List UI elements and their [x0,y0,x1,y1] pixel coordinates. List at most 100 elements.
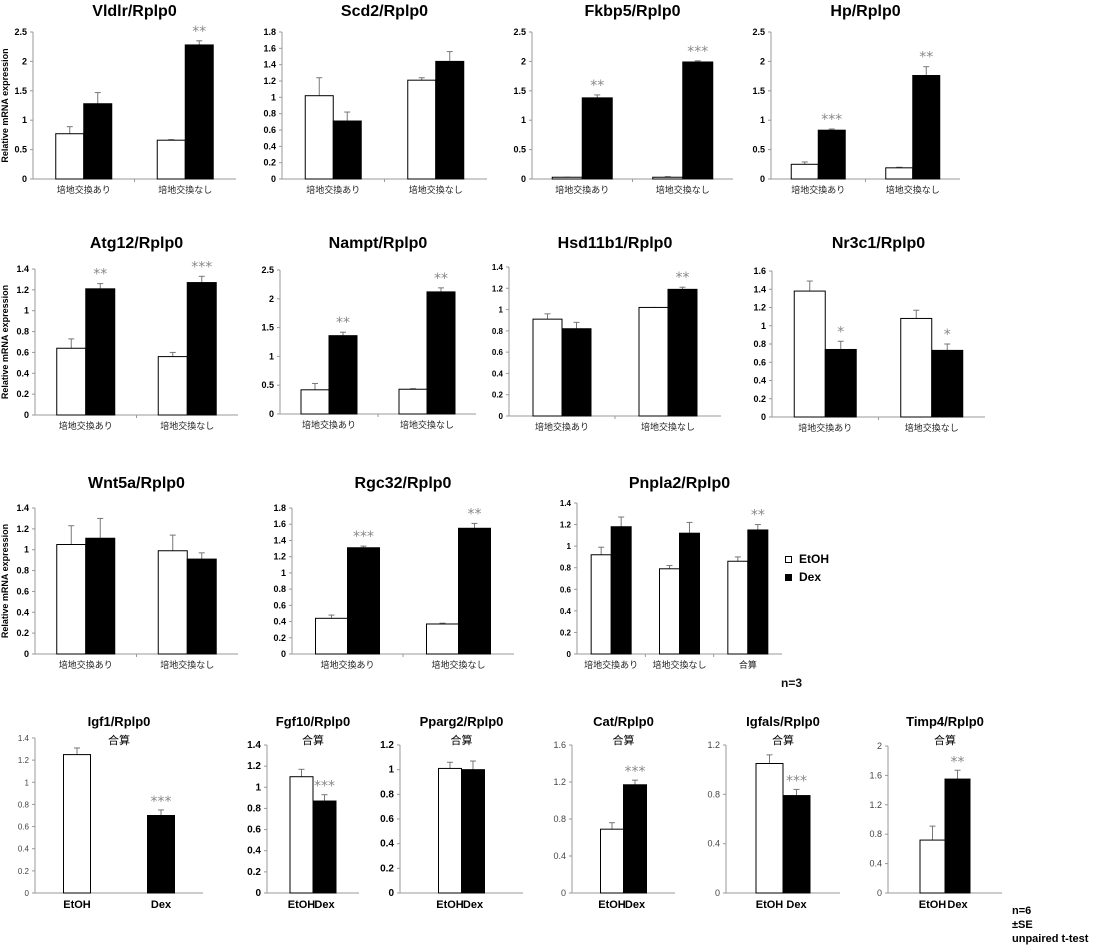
significance-marker: *** [151,794,172,810]
x-tick-label: EtOH [598,899,626,911]
chart-subtitle: 合算 [613,733,635,747]
bar-dex [461,769,485,894]
y-tick-label: 0.4 [273,617,286,627]
y-tick-label: 0.8 [553,814,566,824]
y-tick-label: 0.6 [263,125,276,135]
x-tick-label: 培地交換なし [652,659,706,671]
significance-marker: ** [951,754,965,770]
bar-dex [328,335,358,415]
y-tick-label: 1 [22,115,27,125]
y-tick-label: 1.2 [553,777,566,787]
chart-subtitle: 合算 [302,733,324,747]
significance-marker: ** [468,506,482,522]
sample-size-n6: n=6 [1012,905,1032,917]
bar-etoh [755,763,784,894]
significance-marker: ** [336,315,350,331]
chart-nampt-rplp0: Nampt/Rplp0 0 0.5 1 1.5 2 2.5 ** 培地交換あり ** 培地交換なし [261,235,476,431]
significance-marker: ** [919,50,933,66]
x-tick-label: 培地交換なし [886,184,940,196]
y-tick-label: 0 [760,174,765,184]
x-tick-label: 培地交換なし [160,659,214,671]
y-tick-label: 0.4 [263,141,276,151]
y-tick-label: 1 [281,568,286,578]
y-tick-label: 0.5 [14,145,27,155]
y-tick-label: 0 [22,174,27,184]
bar-etoh [315,617,348,655]
x-tick-label: EtOH [288,899,316,911]
y-tick-label: 1.8 [263,27,276,37]
bar-dex [679,532,700,655]
bar-dex [561,328,592,417]
y-tick-label: 1.5 [752,86,765,96]
significance-marker: ** [434,271,448,287]
bar-dex [83,103,113,180]
bar-etoh [63,754,91,894]
y-tick-label: 0 [715,888,720,898]
bar-etoh [900,317,933,418]
bar-etoh [600,828,624,894]
y-tick-label: 0.6 [753,357,766,367]
significance-marker: ** [93,267,107,283]
x-tick-label: Dex [151,899,172,911]
chart-wnt5a-rplp0: Wnt5a/Rplp0 Relative mRNA expression 0 0.2 0… [0,475,238,671]
y-tick-label: 0.8 [380,789,394,800]
y-tick-label: 2.5 [513,27,526,37]
y-tick-label: 1.2 [753,303,766,313]
chart-subtitle: 合算 [108,733,130,747]
chart-title: Rgc32/Rplp0 [355,475,452,492]
significance-marker: * [837,324,844,340]
y-tick-label: 1.2 [16,285,29,295]
y-tick-label: 0 [761,412,766,422]
x-tick-label: 培地交換なし [409,184,463,196]
y-tick-label: 0.6 [16,586,29,596]
chart-title: Scd2/Rplp0 [341,3,428,20]
chart-title: Timp4/Rplp0 [906,714,984,729]
chart-hp-rplp0: Hp/Rplp0 0 0.5 1 1.5 2 2.5 *** 培地交換あり ** 培地交換なし [752,3,960,196]
bar-etoh [157,356,188,416]
y-tick-label: 0.8 [869,829,882,839]
bar-etoh [157,550,188,655]
chart-pparg2-rplp0: Pparg2/Rplp0 合算 0 0.2 0.4 0.6 0.8 1 1.2 EtOH Dex [380,714,523,911]
legend-swatch-etoh [785,555,792,563]
significance-marker: ** [676,270,690,286]
significance-marker: *** [191,259,212,275]
y-tick-label: 1.6 [263,43,276,53]
y-tick-label: 0.5 [261,380,274,390]
y-tick-label: 0.6 [18,823,30,832]
y-tick-label: 0.2 [492,391,504,400]
chart-igf1-rplp0: Igf1/Rplp0 合算 0 0.2 0.4 0.6 0.8 1 1.2 1.4 EtOH Dex *… [18,714,203,911]
y-tick-label: 1.4 [18,734,30,743]
chart-subtitle: 合算 [772,733,794,747]
y-tick-label: 0.6 [273,600,286,610]
bar-dex [458,527,491,655]
y-tick-label: 1.6 [553,740,566,750]
bar-etoh [56,347,87,416]
chart-pnpla2-rplp0: Pnpla2/Rplp0 0 0.2 0.4 0.6 0.8 1 1.2 1.4 培地交換あり 培地… [560,475,782,671]
bar-dex [610,526,632,655]
bar-etoh [551,176,583,180]
y-tick-label: 0.8 [16,327,29,337]
y-tick-label: 0 [281,649,286,659]
y-tick-label: 2 [22,56,27,66]
x-tick-label: EtOH [756,899,784,911]
y-tick-label: 1.5 [261,323,274,333]
chart-fkbp5-rplp0: Fkbp5/Rplp0 0 0.5 1 1.5 2 2.5 ** 培地交換あり *** 培地交換なし [513,3,733,196]
bar-dex [824,348,857,418]
bar-etoh [793,290,826,418]
bar-etoh [156,139,186,180]
y-tick-label: 0.4 [16,368,29,378]
y-tick-label: 1.2 [707,740,720,750]
bar-etoh [398,388,428,415]
significance-marker: *** [353,529,374,545]
y-tick-label: 0.4 [869,859,882,869]
y-tick-label: 1.2 [273,552,286,562]
y-tick-label: 0.6 [492,348,504,357]
y-tick-label: 0.4 [247,846,261,857]
y-tick-label: 1.2 [560,521,572,530]
y-tick-label: 1.4 [492,263,504,272]
y-tick-label: 0.6 [16,347,29,357]
bar-dex [85,537,116,655]
bar-etoh [289,776,314,894]
y-tick-label: 1.2 [263,76,276,86]
y-tick-label: 0.8 [263,109,276,119]
